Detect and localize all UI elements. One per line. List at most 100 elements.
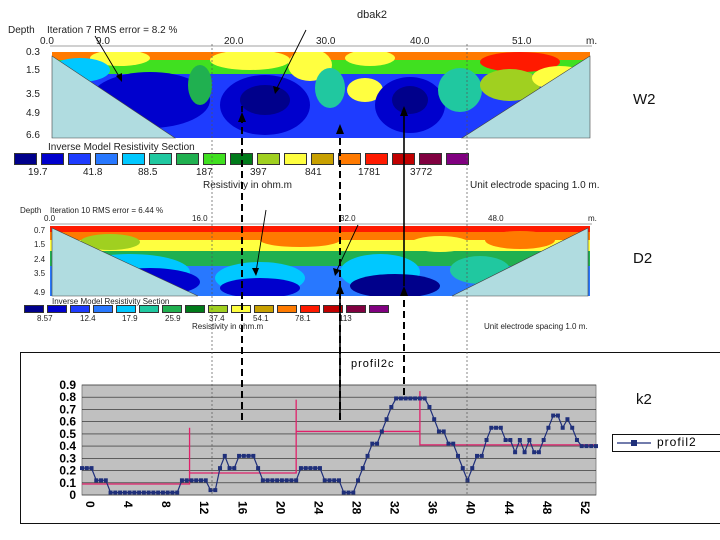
legend-color-swatch [116,305,136,313]
top-legend-value: 41.8 [83,167,103,178]
legend-color-swatch [346,305,366,313]
legend-color-swatch [446,153,469,165]
mid-depth-label: Depth [20,206,42,215]
legend-color-swatch [203,153,226,165]
y-tick-label: 0.1 [59,476,76,490]
x-tick-label: 48 [540,501,554,515]
top-legend-value: 88.5 [138,167,158,178]
top-title: dbak2 [357,9,387,21]
legend-series-name: profil2 [657,435,697,449]
data-point [80,466,84,471]
top-unit-m: m. [586,36,598,47]
top-dist-tick: 40.0 [410,36,430,47]
data-point [156,490,161,495]
legend-color-swatch [162,305,182,313]
data-point [441,429,446,434]
data-point [356,478,361,483]
legend-color-swatch [185,305,205,313]
top-depth-tick: 4.9 [26,108,40,119]
mid-legend-value: 78.1 [295,314,311,323]
top-legend-values: 19.7 41.8 88.5 187 397 841 1781 3772 [28,167,488,179]
top-dist-tick: 30.0 [316,36,336,47]
x-tick-label: 20 [273,501,287,515]
legend-color-swatch [254,305,274,313]
top-legend-value: 3772 [410,167,433,178]
data-point [579,444,584,449]
data-point [265,478,270,483]
side-label-k2: k2 [636,391,652,408]
legend-color-swatch [365,153,388,165]
data-point [227,466,232,471]
mid-depth-tick: 3.5 [34,269,46,278]
legend-color-swatch [257,153,280,165]
data-point [322,478,327,483]
legend-color-swatch [139,305,159,313]
data-point [560,425,565,430]
data-point [484,438,489,442]
data-point [546,425,551,430]
data-point [127,490,132,495]
legend-color-swatch [323,305,343,313]
legend-color-swatch [311,153,334,165]
y-tick-label: 0.8 [59,390,76,404]
data-point [465,478,470,483]
x-tick-label: 40 [464,501,478,515]
data-point [279,478,284,483]
mid-legend-value: 8.57 [37,314,53,323]
mid-resistivity-label: Resistivity in ohm.m [192,322,264,331]
data-point [275,478,280,483]
data-point [284,478,289,483]
data-point [294,478,299,483]
top-spacing-label: Unit electrode spacing 1.0 m. [470,180,600,191]
top-depth-tick: 6.6 [26,130,40,141]
top-depth-tick: 3.5 [26,89,40,100]
x-tick-label: 44 [502,501,516,515]
legend-color-swatch [338,153,361,165]
data-point [118,490,123,495]
data-point [132,490,137,495]
y-tick-label: 0.2 [59,464,76,478]
data-point [517,438,522,442]
legend-color-swatch [14,153,37,165]
data-point [379,429,384,434]
data-point [455,453,460,458]
y-tick-label: 0.5 [59,427,76,441]
data-point [508,438,513,442]
mid-spacing-label: Unit electrode spacing 1.0 m. [484,322,588,331]
legend-marker-icon [617,440,651,446]
mid-depth-tick: 4.9 [34,288,46,297]
mid-legend-value: 54.1 [253,314,269,323]
legend-color-swatch [369,305,389,313]
data-point [460,466,465,471]
data-point [394,396,399,401]
data-point [489,425,494,430]
mid-depth-tick: 0.7 [34,226,46,235]
data-point [536,450,541,455]
mid-depth-tick: 1.5 [34,240,46,249]
data-point [213,488,218,493]
x-tick-label: 16 [235,501,249,515]
x-tick-label: 36 [426,501,440,515]
legend-color-swatch [149,153,172,165]
data-point [346,490,351,495]
data-point [170,490,175,495]
mid-depth-tick: 2.4 [34,255,46,264]
data-point [513,450,518,455]
data-point [241,453,246,458]
data-point [218,466,223,471]
top-depth-label: Depth [8,25,35,36]
side-label-w2: W2 [633,91,656,108]
data-point [146,490,151,495]
legend-color-swatch [24,305,44,313]
data-point [165,490,170,495]
mid-legend-value: 17.9 [122,314,138,323]
data-point [160,490,165,495]
data-point [303,466,308,471]
top-resistivity-label: Resistivity in ohm.m [203,180,292,191]
legend-color-swatch [41,153,64,165]
data-point [108,490,113,495]
legend-color-swatch [70,305,90,313]
data-point [503,438,508,442]
mid-dist-tick: 16.0 [192,214,208,223]
data-point [222,453,227,458]
